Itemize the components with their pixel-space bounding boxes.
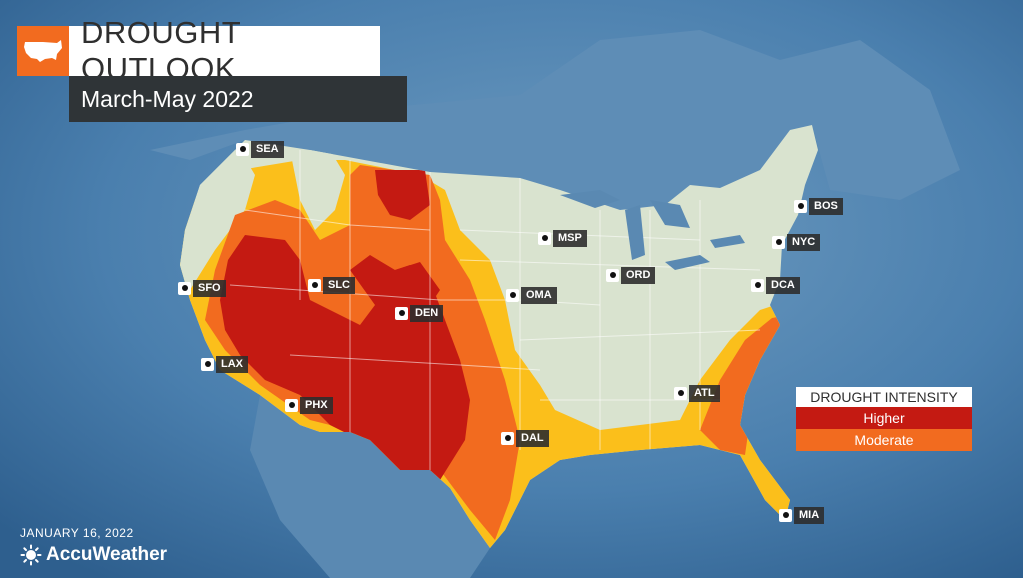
city-label: MIA	[794, 506, 825, 524]
legend-title: DROUGHT INTENSITY	[796, 387, 972, 407]
city-marker-phx: PHX	[285, 396, 333, 414]
title-block: DROUGHT OUTLOOK March-May 2022	[17, 15, 407, 122]
canada-land	[150, 30, 960, 210]
city-marker-slc: SLC	[308, 276, 355, 294]
city-label: DAL	[516, 429, 549, 447]
city-marker-sea: SEA	[236, 140, 284, 158]
legend-item-moderate: Moderate	[796, 429, 972, 451]
city-label: SFO	[193, 279, 226, 297]
city-dot-icon	[236, 142, 249, 156]
city-dot-icon	[308, 278, 321, 292]
city-dot-icon	[674, 386, 687, 400]
city-label: MSP	[553, 229, 587, 247]
city-dot-icon	[178, 281, 191, 295]
city-label: ORD	[621, 266, 656, 284]
mexico-land	[250, 395, 490, 578]
drought-zone-higher-montana	[375, 170, 430, 220]
brand-logo: AccuWeather	[20, 544, 167, 566]
land-idaho	[290, 150, 345, 230]
city-label: BOS	[809, 197, 843, 215]
city-dot-icon	[395, 306, 408, 320]
city-marker-msp: MSP	[538, 229, 587, 247]
city-label: DCA	[766, 276, 800, 294]
city-marker-nyc: NYC	[772, 233, 821, 251]
city-marker-dca: DCA	[751, 276, 800, 294]
page-title: DROUGHT OUTLOOK	[69, 15, 380, 86]
us-map-icon	[17, 26, 69, 76]
city-dot-icon	[501, 431, 514, 445]
great-lakes	[560, 190, 745, 270]
city-marker-dal: DAL	[501, 429, 549, 447]
city-dot-icon	[285, 398, 298, 412]
city-marker-oma: OMA	[506, 286, 557, 304]
city-dot-icon	[779, 508, 792, 522]
city-dot-icon	[538, 231, 551, 245]
city-marker-sfo: SFO	[178, 279, 226, 297]
city-marker-mia: MIA	[779, 506, 825, 524]
drought-zone-higher-colorado	[395, 262, 440, 305]
city-label: LAX	[216, 355, 248, 373]
sun-icon	[20, 544, 42, 566]
city-dot-icon	[606, 268, 619, 282]
city-dot-icon	[751, 278, 764, 292]
city-label: NYC	[787, 233, 821, 251]
city-marker-bos: BOS	[794, 197, 843, 215]
city-dot-icon	[794, 199, 807, 213]
city-label: SEA	[251, 140, 284, 158]
city-marker-den: DEN	[395, 304, 444, 322]
city-marker-ord: ORD	[606, 266, 656, 284]
city-label: DEN	[410, 304, 444, 322]
legend: DROUGHT INTENSITY Higher Moderate	[796, 387, 972, 451]
city-dot-icon	[506, 288, 519, 302]
page-subtitle: March-May 2022	[69, 76, 407, 122]
city-label: ATL	[689, 384, 720, 402]
city-dot-icon	[201, 357, 214, 371]
city-marker-atl: ATL	[674, 384, 720, 402]
issue-date: JANUARY 16, 2022	[20, 526, 134, 540]
city-label: OMA	[521, 286, 557, 304]
brand-name: AccuWeather	[46, 544, 168, 565]
legend-item-higher: Higher	[796, 407, 972, 429]
city-dot-icon	[772, 235, 785, 249]
city-label: SLC	[323, 276, 355, 294]
city-marker-lax: LAX	[201, 355, 248, 373]
city-label: PHX	[300, 396, 333, 414]
